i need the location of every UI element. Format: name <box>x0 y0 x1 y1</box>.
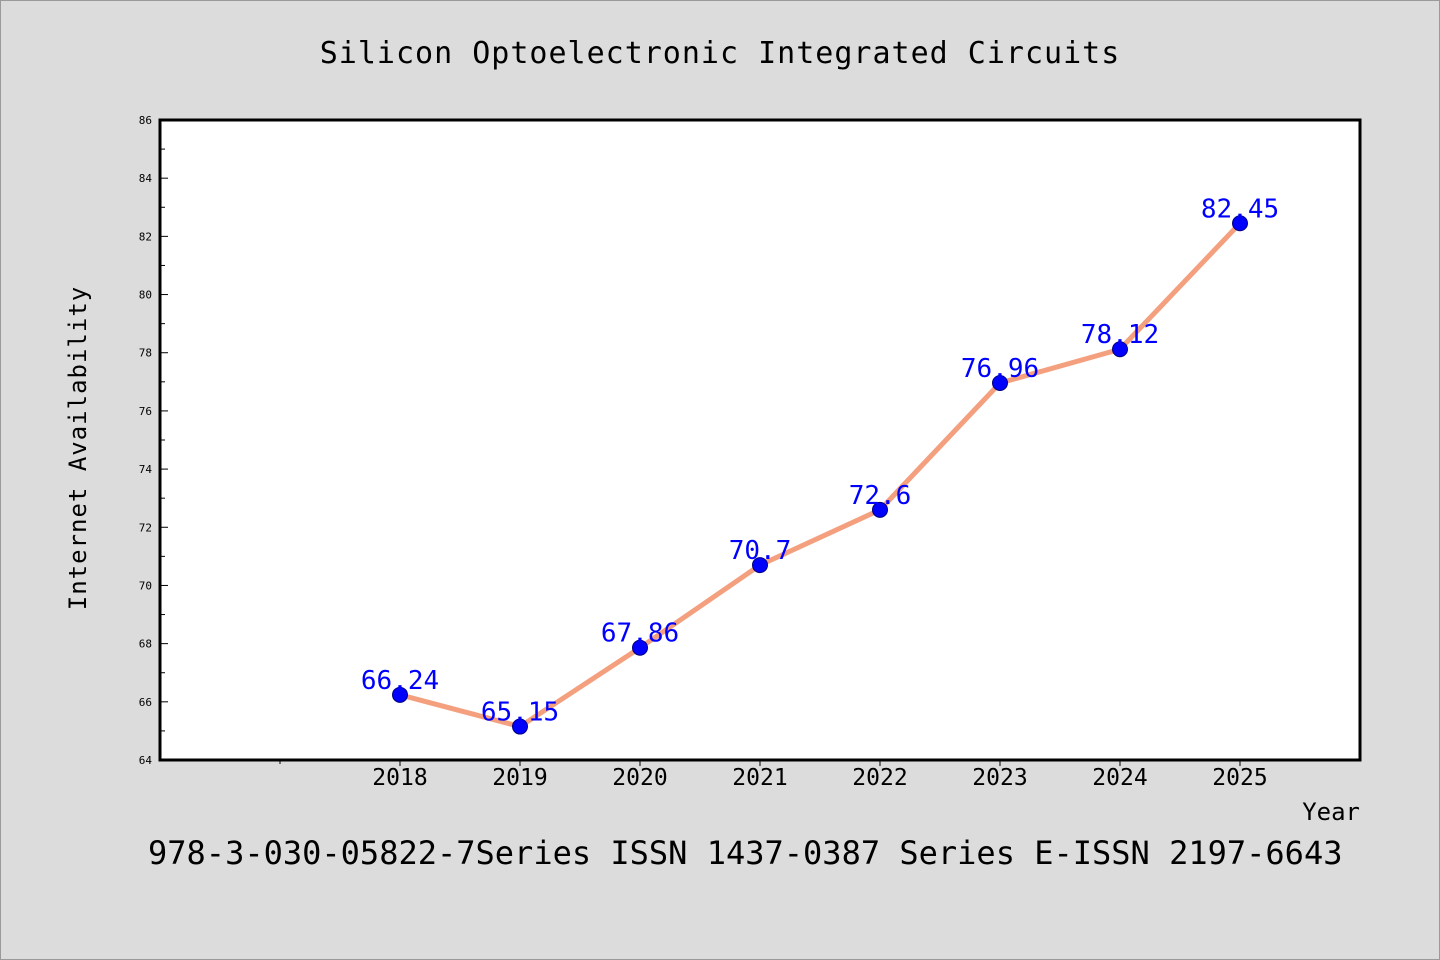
x-tick-label: 2020 <box>612 765 667 791</box>
x-tick-label: 2019 <box>492 765 547 791</box>
x-tick-label: 2024 <box>1092 765 1147 791</box>
data-point <box>872 501 888 518</box>
data-label: 65.15 <box>481 698 559 728</box>
data-point <box>752 557 768 574</box>
footer-text: 978-3-030-05822-7Series ISSN 1437-0387 S… <box>148 834 1342 872</box>
data-label: 76.96 <box>961 354 1039 384</box>
data-label: 78.12 <box>1081 320 1159 350</box>
data-label: 70.7 <box>729 536 792 566</box>
data-label: 66.24 <box>361 666 439 696</box>
data-label: 82.45 <box>1201 194 1279 224</box>
y-tick-label: 68 <box>139 638 152 651</box>
y-tick-label: 84 <box>139 172 153 185</box>
data-point <box>1232 215 1248 232</box>
data-label: 72.6 <box>849 481 912 511</box>
y-tick-label: 74 <box>139 463 153 476</box>
y-tick-label: 86 <box>139 114 152 127</box>
y-tick-label: 72 <box>139 521 152 534</box>
data-point <box>992 374 1008 391</box>
y-tick-label: 70 <box>139 579 152 592</box>
series-internet-availability <box>392 215 1248 735</box>
chart-title: Silicon Optoelectronic Integrated Circui… <box>320 36 1121 71</box>
data-label: 67.86 <box>601 619 679 649</box>
series-line <box>397 220 1243 730</box>
data-labels: 66.24 65.15 67.86 70.7 72.6 76.96 78.12 82.45 <box>361 194 1279 727</box>
plot-area <box>160 120 1360 760</box>
x-tick-label: 2022 <box>852 765 907 791</box>
plot-border <box>158 118 1362 762</box>
data-point <box>632 639 648 656</box>
data-point <box>1112 341 1128 358</box>
x-tick-label: 2018 <box>372 765 427 791</box>
x-tick-label: 2021 <box>732 765 787 791</box>
x-tick-label: 2023 <box>972 765 1027 791</box>
x-axis-label: Year <box>1302 798 1360 826</box>
data-point <box>392 686 408 703</box>
y-tick-label: 66 <box>139 696 152 709</box>
data-point <box>512 718 528 735</box>
y-tick-label: 80 <box>139 289 152 302</box>
y-tick-label: 76 <box>139 405 152 418</box>
y-axis-label: Internet Availability <box>64 286 92 610</box>
y-tick-label: 78 <box>139 347 152 360</box>
y-tick-label: 64 <box>139 754 153 767</box>
y-tick-label: 82 <box>139 230 152 243</box>
x-tick-label: 2025 <box>1212 765 1267 791</box>
x-axis: 2018 2019 2020 2021 2022 2023 2024 2025 <box>279 759 1268 791</box>
